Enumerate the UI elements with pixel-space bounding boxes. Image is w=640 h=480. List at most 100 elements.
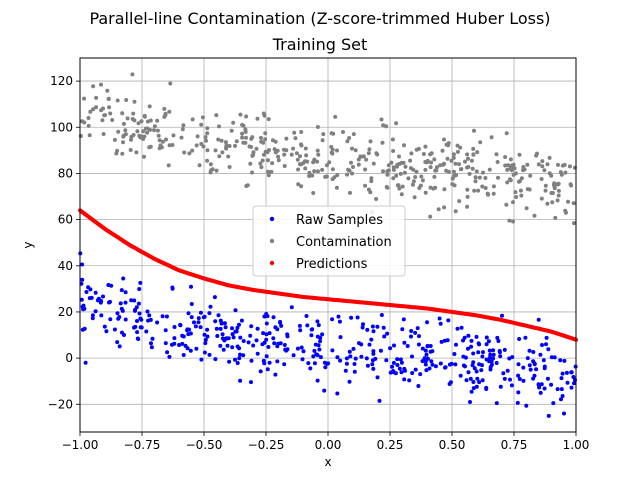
y-tick-label: 40 xyxy=(58,259,73,273)
raw-samples-point xyxy=(273,372,278,377)
contamination-point xyxy=(414,169,419,174)
contamination-point xyxy=(142,154,146,159)
contamination-point xyxy=(421,152,426,156)
contamination-point xyxy=(155,118,160,123)
contamination-point xyxy=(244,135,248,140)
contamination-point xyxy=(471,146,476,151)
raw-samples-point xyxy=(138,325,143,330)
raw-samples-point xyxy=(367,342,372,347)
raw-samples-point xyxy=(237,322,241,327)
raw-samples-point xyxy=(536,317,541,322)
contamination-point xyxy=(224,146,229,151)
contamination-point xyxy=(227,165,232,169)
contamination-point xyxy=(180,127,185,132)
raw-samples-point xyxy=(351,346,356,351)
legend-marker-predictions xyxy=(269,260,275,266)
raw-samples-point xyxy=(365,363,370,368)
contamination-point xyxy=(187,151,192,156)
contamination-point xyxy=(350,146,354,151)
raw-samples-point xyxy=(357,341,361,346)
raw-samples-point xyxy=(347,379,352,384)
contamination-point xyxy=(243,127,248,132)
raw-samples-point xyxy=(181,334,186,339)
axis-ticks: −1.00 −0.75 −0.50 −0.25 0.00 0.25 0.50 0.75 1.00… xyxy=(48,74,590,452)
raw-samples-point xyxy=(196,316,201,321)
raw-samples-point xyxy=(375,324,380,329)
raw-samples-point xyxy=(370,362,375,367)
raw-samples-point xyxy=(397,366,402,371)
contamination-point xyxy=(480,184,485,189)
raw-samples-point xyxy=(180,341,185,346)
raw-samples-point xyxy=(271,315,276,320)
raw-samples-point xyxy=(527,363,532,368)
contamination-point xyxy=(276,158,281,163)
contamination-point xyxy=(136,121,141,126)
contamination-point xyxy=(223,140,228,145)
raw-samples-point xyxy=(238,335,243,340)
raw-samples-point xyxy=(534,367,539,372)
contamination-point xyxy=(125,116,130,121)
contamination-point xyxy=(429,160,434,165)
raw-samples-point xyxy=(425,356,430,361)
raw-samples-point xyxy=(135,336,140,341)
grid-lines xyxy=(79,58,577,432)
contamination-point xyxy=(519,176,524,181)
contamination-point xyxy=(259,135,263,140)
raw-samples-point xyxy=(418,372,423,377)
contamination-point xyxy=(466,156,470,161)
contamination-point xyxy=(260,158,265,163)
raw-samples-point xyxy=(249,358,254,363)
raw-samples-point xyxy=(123,290,128,295)
raw-samples-point xyxy=(223,325,228,330)
raw-samples-point xyxy=(222,321,227,326)
contamination-point xyxy=(402,170,407,175)
raw-samples-point xyxy=(170,285,175,290)
raw-samples-point xyxy=(352,362,357,366)
raw-samples-point xyxy=(79,297,84,302)
raw-samples-point xyxy=(193,324,198,329)
raw-samples-point xyxy=(112,327,117,332)
contamination-point xyxy=(547,155,552,160)
raw-samples-point xyxy=(90,313,95,318)
raw-samples-point xyxy=(560,394,565,398)
raw-samples-point xyxy=(310,327,315,332)
contamination-point xyxy=(400,184,405,189)
contamination-point xyxy=(141,137,146,141)
raw-samples-point xyxy=(291,353,296,358)
contamination-point xyxy=(571,201,576,206)
raw-samples-point xyxy=(249,380,253,385)
contamination-point xyxy=(205,148,210,153)
contamination-point xyxy=(395,162,400,167)
contamination-point xyxy=(157,138,162,143)
raw-samples-point xyxy=(501,371,506,376)
contamination-point xyxy=(442,161,447,166)
contamination-point xyxy=(205,131,210,136)
contamination-point xyxy=(162,114,167,119)
contamination-point xyxy=(398,171,403,176)
contamination-point xyxy=(229,128,234,133)
raw-samples-point xyxy=(410,371,415,375)
contamination-point xyxy=(347,136,352,140)
raw-samples-point xyxy=(129,298,134,303)
contamination-point xyxy=(315,125,320,129)
raw-samples-point xyxy=(353,356,358,361)
raw-samples-point xyxy=(564,370,569,375)
contamination-point xyxy=(303,146,308,151)
raw-samples-point xyxy=(139,317,144,322)
contamination-point xyxy=(312,157,317,162)
raw-samples-point xyxy=(477,380,482,385)
raw-samples-point xyxy=(371,349,376,354)
contamination-point xyxy=(369,176,374,181)
contamination-point xyxy=(86,116,91,120)
raw-samples-point xyxy=(248,333,253,338)
raw-samples-point xyxy=(264,321,269,326)
raw-samples-point xyxy=(415,326,420,331)
raw-samples-point xyxy=(555,387,560,392)
raw-samples-point xyxy=(521,378,526,383)
contamination-point xyxy=(331,131,336,136)
contamination-point xyxy=(411,179,416,184)
contamination-point xyxy=(423,160,428,164)
x-tick-label: −0.75 xyxy=(124,438,161,452)
raw-samples-point xyxy=(523,335,528,340)
